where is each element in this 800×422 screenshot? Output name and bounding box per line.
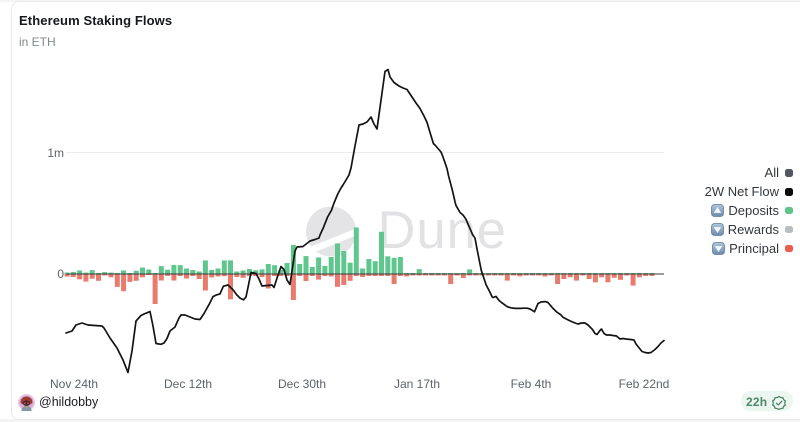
svg-text:Dune: Dune	[378, 201, 508, 260]
